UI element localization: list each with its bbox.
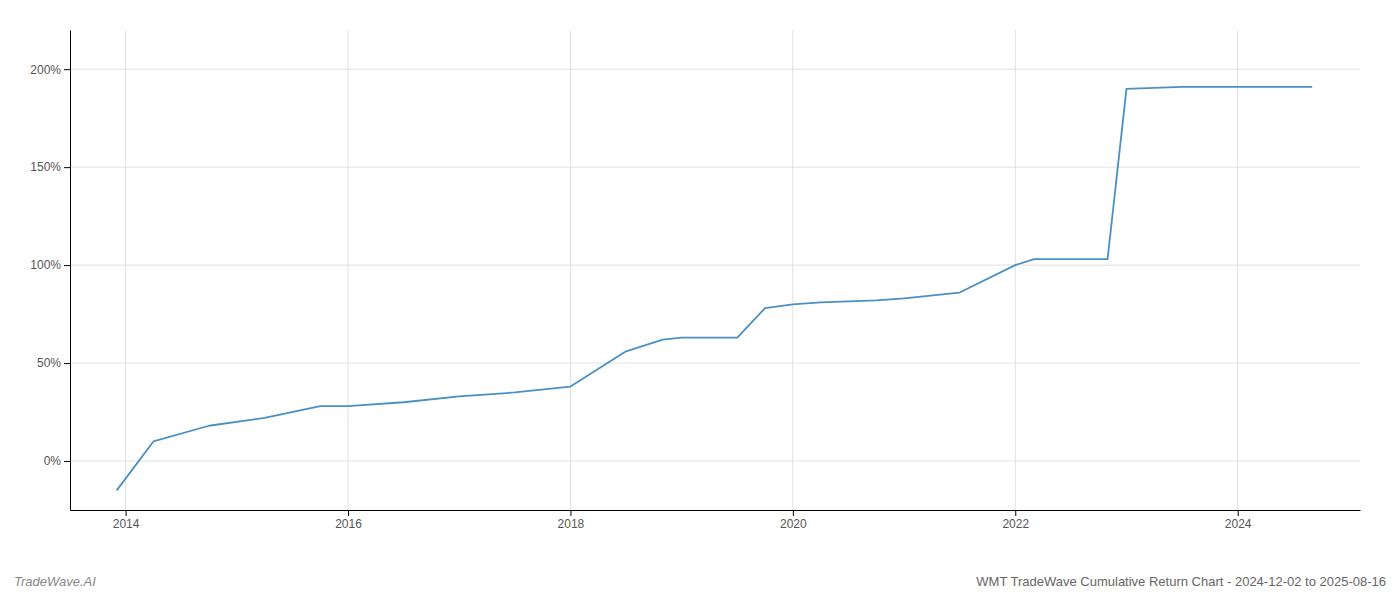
grid-line-y xyxy=(70,461,1360,462)
grid-line-x xyxy=(125,30,126,510)
grid-line-x xyxy=(570,30,571,510)
x-axis-line xyxy=(71,510,1361,511)
grid-line-y xyxy=(70,69,1360,70)
x-tick-mark xyxy=(1015,510,1016,516)
y-axis: 0% 50% 100% 150% 200% xyxy=(30,31,70,511)
x-tick-label: 2020 xyxy=(780,517,807,531)
x-tick-label: 2024 xyxy=(1225,517,1252,531)
watermark: TradeWave.AI xyxy=(14,574,96,589)
y-tick-mark xyxy=(64,265,70,266)
y-tick: 100% xyxy=(30,258,70,272)
title: WMT TradeWave Cumulative Return Chart - … xyxy=(976,574,1386,589)
x-tick: 2024 xyxy=(1225,510,1252,531)
x-tick: 2020 xyxy=(780,510,807,531)
x-tick-label: 2022 xyxy=(1002,517,1029,531)
grid-line-y xyxy=(70,363,1360,364)
grid-line-x xyxy=(792,30,793,510)
y-tick-mark xyxy=(64,167,70,168)
y-tick-label: 200% xyxy=(30,63,61,77)
y-tick-label: 0% xyxy=(44,454,62,468)
x-tick-label: 2014 xyxy=(113,517,140,531)
x-tick: 2018 xyxy=(558,510,585,531)
grid-line-x xyxy=(348,30,349,510)
grid-line-y xyxy=(70,265,1360,266)
x-tick-label: 2018 xyxy=(558,517,585,531)
x-tick-mark xyxy=(1238,510,1239,516)
x-tick-mark xyxy=(793,510,794,516)
y-tick: 50% xyxy=(37,356,70,370)
grid-line-x xyxy=(1237,30,1238,510)
grid xyxy=(70,30,1360,510)
y-axis-line xyxy=(70,31,71,511)
plot-root: 2014 2016 2018 2020 2022 2024 0% 50% 100% 150% 200… xyxy=(30,30,1360,531)
y-tick-label: 100% xyxy=(30,258,61,272)
x-tick-mark xyxy=(348,510,349,516)
marks xyxy=(117,87,1312,491)
y-tick-label: 50% xyxy=(37,356,61,370)
y-tick: 200% xyxy=(30,63,70,77)
chart: 2014 2016 2018 2020 2022 2024 0% 50% 100% 150% 200… xyxy=(0,0,1400,600)
x-tick-mark xyxy=(126,510,127,516)
x-tick-mark xyxy=(570,510,571,516)
y-tick: 150% xyxy=(30,160,70,174)
y-tick-mark xyxy=(64,363,70,364)
x-tick: 2014 xyxy=(113,510,140,531)
y-tick-mark xyxy=(64,461,70,462)
x-tick-label: 2016 xyxy=(335,517,362,531)
grid-line-x xyxy=(1015,30,1016,510)
x-tick: 2022 xyxy=(1002,510,1029,531)
x-axis: 2014 2016 2018 2020 2022 2024 xyxy=(71,510,1361,531)
x-tick: 2016 xyxy=(335,510,362,531)
y-tick-mark xyxy=(64,69,70,70)
line xyxy=(117,87,1312,491)
y-tick-label: 150% xyxy=(30,160,61,174)
y-tick: 0% xyxy=(44,454,70,468)
grid-line-y xyxy=(70,167,1360,168)
background xyxy=(0,0,1400,600)
